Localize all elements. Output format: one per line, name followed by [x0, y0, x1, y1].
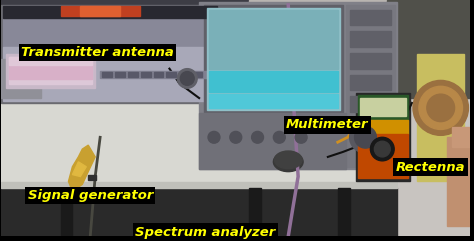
Text: Spectrum analyzer: Spectrum analyzer: [135, 226, 275, 239]
Circle shape: [355, 127, 376, 148]
Bar: [209, 71, 338, 92]
Bar: [199, 113, 346, 169]
Circle shape: [208, 131, 220, 143]
Bar: [357, 120, 408, 134]
Bar: [3, 6, 217, 47]
Circle shape: [427, 94, 455, 122]
Bar: [1, 98, 397, 186]
Text: Multimeter: Multimeter: [286, 118, 368, 131]
Text: Transmitter antenna: Transmitter antenna: [21, 46, 174, 59]
Bar: [209, 10, 338, 69]
Bar: [249, 0, 470, 236]
Polygon shape: [73, 162, 86, 176]
Bar: [350, 53, 391, 69]
Bar: [1, 5, 219, 103]
Bar: [1, 182, 397, 188]
Bar: [9, 62, 92, 80]
Bar: [6, 54, 95, 88]
Bar: [350, 10, 391, 26]
Bar: [359, 98, 406, 116]
Bar: [61, 6, 140, 16]
Bar: [346, 5, 395, 167]
Bar: [367, 59, 470, 236]
Bar: [278, 157, 470, 236]
Bar: [88, 174, 96, 181]
Circle shape: [230, 131, 242, 143]
Bar: [61, 188, 73, 236]
Bar: [141, 72, 151, 77]
Bar: [207, 8, 340, 110]
Bar: [350, 118, 391, 133]
Bar: [179, 72, 189, 77]
Bar: [357, 134, 408, 179]
Bar: [115, 72, 125, 77]
Bar: [387, 0, 470, 98]
Bar: [166, 72, 176, 77]
Circle shape: [177, 69, 197, 88]
Bar: [357, 95, 408, 120]
Bar: [199, 2, 397, 169]
Bar: [447, 137, 470, 226]
Bar: [452, 127, 470, 147]
Bar: [356, 93, 410, 181]
Bar: [154, 72, 164, 77]
Bar: [9, 57, 92, 84]
Bar: [249, 188, 261, 236]
Circle shape: [374, 141, 390, 157]
Bar: [350, 96, 391, 112]
Bar: [3, 6, 217, 18]
Bar: [209, 94, 338, 108]
Circle shape: [419, 86, 463, 129]
Bar: [338, 188, 350, 236]
Bar: [350, 74, 391, 90]
Bar: [192, 72, 202, 77]
Bar: [1, 0, 249, 236]
Circle shape: [252, 131, 264, 143]
Polygon shape: [68, 145, 95, 191]
Ellipse shape: [273, 152, 303, 172]
Text: Signal generator: Signal generator: [27, 189, 153, 202]
Text: Rectenna: Rectenna: [396, 161, 465, 174]
Bar: [1, 59, 41, 98]
Circle shape: [350, 122, 381, 153]
Circle shape: [180, 72, 194, 85]
Bar: [417, 54, 465, 181]
Circle shape: [273, 131, 285, 143]
Bar: [204, 5, 343, 113]
Bar: [3, 47, 217, 101]
Bar: [350, 31, 391, 47]
Circle shape: [295, 131, 307, 143]
Bar: [9, 57, 92, 65]
Ellipse shape: [274, 151, 302, 169]
Bar: [80, 6, 120, 16]
Bar: [1, 188, 397, 236]
Bar: [100, 71, 209, 79]
Circle shape: [370, 137, 394, 161]
Circle shape: [413, 80, 468, 135]
Bar: [128, 72, 138, 77]
Bar: [102, 72, 112, 77]
